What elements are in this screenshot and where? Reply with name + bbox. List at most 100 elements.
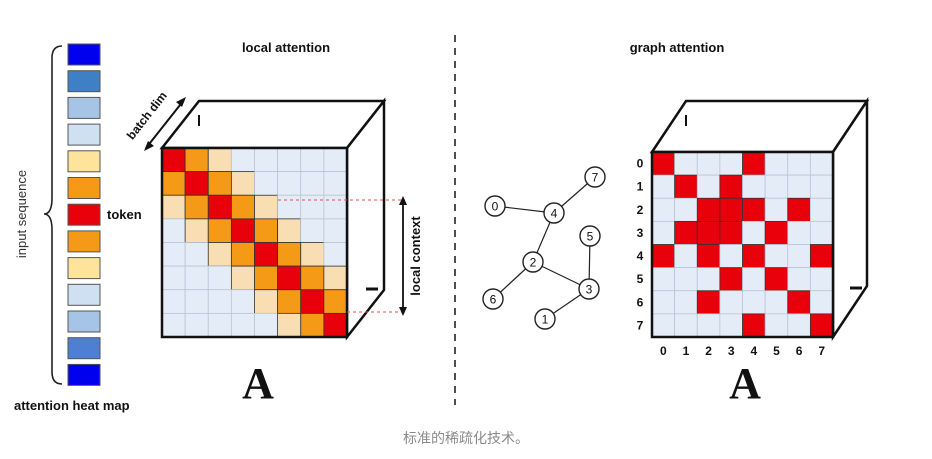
graph-matrix-cell bbox=[764, 313, 789, 338]
graph-matrix-cell bbox=[764, 244, 789, 269]
graph-matrix-cell bbox=[787, 313, 811, 338]
sequence-cell bbox=[67, 257, 101, 280]
local-matrix-cell bbox=[207, 147, 232, 173]
local-matrix-cell bbox=[161, 265, 186, 291]
local-matrix-cell bbox=[184, 289, 209, 314]
graph-matrix-cell bbox=[651, 174, 676, 199]
local-matrix-cell bbox=[300, 265, 325, 291]
graph-column-label: 3 bbox=[728, 344, 735, 358]
graph-node bbox=[543, 202, 565, 224]
local-matrix-cell bbox=[254, 194, 279, 220]
local-matrix-cell bbox=[230, 194, 255, 220]
local-matrix-cell bbox=[277, 265, 302, 291]
graph-matrix-cell bbox=[696, 244, 721, 269]
local-matrix-cell bbox=[230, 265, 255, 291]
local-matrix-cell bbox=[323, 218, 348, 243]
graph-node-label: 4 bbox=[551, 207, 558, 221]
local-matrix-cell bbox=[161, 147, 186, 173]
graph-row-label: 3 bbox=[637, 226, 644, 240]
sequence-cell bbox=[67, 363, 101, 386]
graph-matrix-cell bbox=[719, 313, 743, 338]
sequence-cell bbox=[67, 310, 101, 333]
graph-node bbox=[578, 278, 600, 300]
graph-matrix-cell bbox=[696, 313, 721, 338]
local-cube-top-face bbox=[159, 99, 387, 150]
graph-matrix-cell bbox=[742, 151, 766, 176]
local-matrix-cell bbox=[207, 289, 232, 314]
local-matrix-cell bbox=[277, 218, 302, 243]
graph-matrix-cell bbox=[674, 267, 698, 292]
graph-matrix-cell bbox=[787, 220, 811, 245]
local-matrix-cell bbox=[323, 265, 348, 291]
graph-matrix-cell bbox=[651, 151, 676, 176]
graph-matrix-cell bbox=[696, 267, 721, 292]
graph-column-label: 7 bbox=[818, 344, 825, 358]
sequence-cell bbox=[67, 230, 101, 253]
graph-matrix-cell bbox=[787, 174, 811, 199]
batch-dim-label: batch dim bbox=[124, 89, 170, 142]
local-matrix-cell bbox=[300, 312, 325, 338]
graph-matrix-cell bbox=[809, 290, 834, 315]
batch-dim-arrowhead-top bbox=[176, 97, 186, 107]
local-matrix-cell bbox=[230, 147, 255, 173]
matrix-symbol-right: A bbox=[729, 359, 761, 408]
local-matrix-cell bbox=[207, 312, 232, 338]
graph-row-label: 2 bbox=[637, 203, 644, 217]
graph-node-label: 2 bbox=[530, 256, 537, 270]
local-matrix-cell bbox=[161, 289, 186, 314]
graph-matrix-cell bbox=[809, 267, 834, 292]
local-matrix-cell bbox=[277, 289, 302, 314]
graph-matrix-cell bbox=[809, 244, 834, 269]
graph-node bbox=[484, 195, 506, 217]
local-matrix-cell bbox=[254, 218, 279, 243]
local-matrix-cell bbox=[230, 312, 255, 338]
graph-node-label: 1 bbox=[542, 313, 549, 327]
graph-matrix-cell bbox=[787, 290, 811, 315]
sequence-cell bbox=[67, 177, 101, 199]
graph-node bbox=[584, 166, 606, 188]
local-matrix-cell bbox=[277, 194, 302, 220]
graph-matrix-cell bbox=[742, 313, 766, 338]
local-matrix-cell bbox=[323, 171, 348, 196]
graph-matrix-cell bbox=[809, 174, 834, 199]
graph-matrix-cell bbox=[719, 290, 743, 315]
local-matrix-cell bbox=[300, 242, 325, 267]
graph-matrix-cell bbox=[764, 220, 789, 245]
local-context-label: local context bbox=[408, 216, 423, 296]
graph-cube-top-face bbox=[649, 99, 870, 154]
sequence-cell bbox=[67, 96, 101, 119]
graph-matrix-cell bbox=[809, 197, 834, 222]
input-sequence-label: input sequence bbox=[14, 170, 29, 258]
sequence-cell bbox=[67, 150, 101, 173]
local-matrix-cell bbox=[300, 218, 325, 243]
graph-matrix-cell bbox=[719, 267, 743, 292]
graph-row-label: 5 bbox=[637, 272, 644, 286]
graph-matrix-cell bbox=[719, 151, 743, 176]
graph-matrix-cell bbox=[742, 197, 766, 222]
graph-node bbox=[522, 251, 544, 273]
local-matrix-cell bbox=[207, 194, 232, 220]
graph-matrix-cell bbox=[651, 197, 676, 222]
graph-matrix-cell bbox=[719, 174, 743, 199]
local-matrix-cell bbox=[230, 242, 255, 267]
graph-matrix-cell bbox=[674, 313, 698, 338]
matrix-symbol-left: A bbox=[242, 359, 274, 408]
local-matrix-cell bbox=[300, 171, 325, 196]
graph-matrix-cell bbox=[696, 290, 721, 315]
graph-matrix-cell bbox=[742, 290, 766, 315]
graph-row-label: 7 bbox=[637, 318, 644, 332]
local-matrix-cell bbox=[230, 171, 255, 196]
local-matrix-cell bbox=[254, 171, 279, 196]
local-matrix-cell bbox=[277, 171, 302, 196]
graph-matrix-cell bbox=[651, 313, 676, 338]
local-attention-title: local attention bbox=[242, 40, 330, 55]
input-sequence-column bbox=[67, 43, 101, 386]
graph-column-label: 2 bbox=[705, 344, 712, 358]
local-matrix-cell bbox=[184, 147, 209, 173]
graph-matrix-cell bbox=[696, 220, 721, 245]
graph-matrix-cell bbox=[742, 244, 766, 269]
local-matrix-cell bbox=[277, 147, 302, 173]
local-matrix-cell bbox=[184, 265, 209, 291]
graph-node bbox=[579, 225, 601, 247]
